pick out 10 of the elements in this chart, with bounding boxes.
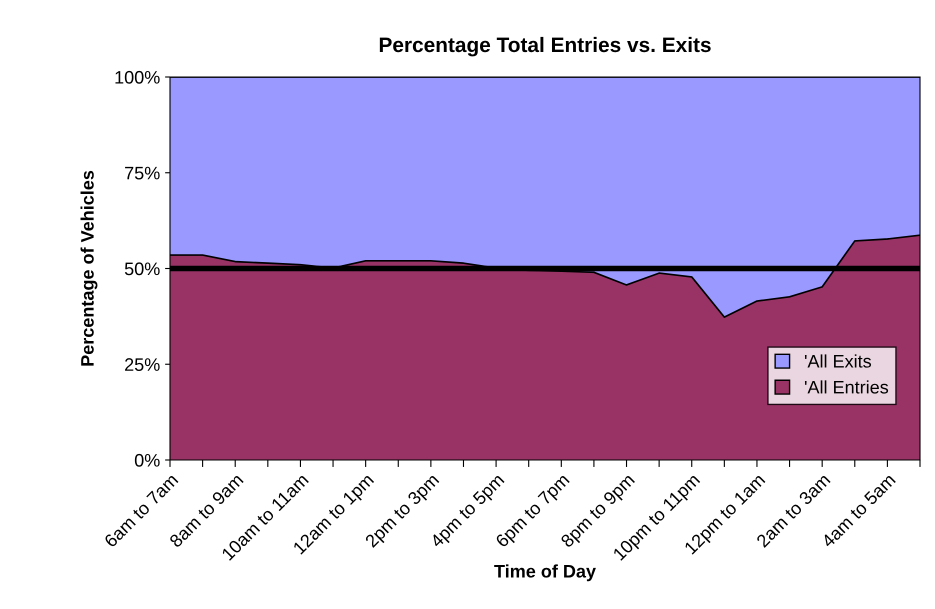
y-tick-label: 50% bbox=[124, 262, 160, 276]
y-axis-title: Percentage of Vehicles bbox=[80, 170, 98, 366]
chart-title: Percentage Total Entries vs. Exits bbox=[380, 36, 711, 56]
y-tick-label: 0% bbox=[134, 454, 160, 467]
y-tick-label: 25% bbox=[125, 358, 160, 371]
legend-label: 'All Entries bbox=[804, 380, 888, 394]
x-axis-title: Time of Day bbox=[494, 564, 596, 582]
legend-label: 'All Exits bbox=[804, 354, 872, 368]
y-tick-label: 100% bbox=[115, 70, 160, 84]
y-tick-label: 75% bbox=[125, 166, 160, 180]
